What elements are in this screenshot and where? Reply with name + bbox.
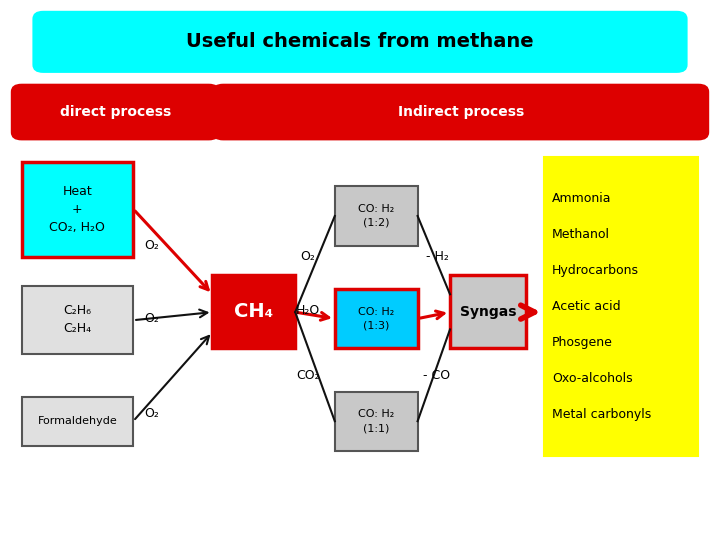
Text: Ammonia

Methanol

Hydrocarbons

Acetic acid

Phosgene

Oxo-alcohols

Metal carb: Ammonia Methanol Hydrocarbons Acetic aci… (552, 192, 652, 421)
Text: direct process: direct process (60, 105, 171, 119)
Text: CH₄: CH₄ (234, 302, 274, 321)
FancyBboxPatch shape (544, 157, 698, 456)
Text: Indirect process: Indirect process (397, 105, 524, 119)
Text: Useful chemicals from methane: Useful chemicals from methane (186, 32, 534, 51)
Text: C₂H₆
C₂H₄: C₂H₆ C₂H₄ (63, 305, 91, 335)
FancyBboxPatch shape (212, 84, 709, 140)
FancyBboxPatch shape (212, 275, 295, 348)
FancyBboxPatch shape (335, 289, 418, 348)
Text: O₂: O₂ (301, 250, 315, 263)
FancyBboxPatch shape (450, 275, 526, 348)
Text: O₂: O₂ (144, 312, 158, 325)
Text: Formaldehyde: Formaldehyde (37, 416, 117, 426)
FancyBboxPatch shape (32, 11, 688, 73)
Text: CO: H₂
(1:3): CO: H₂ (1:3) (358, 307, 395, 330)
Text: Syngas: Syngas (459, 305, 516, 319)
Text: - H₂: - H₂ (426, 250, 449, 263)
FancyBboxPatch shape (22, 397, 133, 445)
Text: O₂: O₂ (144, 407, 158, 420)
Text: O₂: O₂ (144, 239, 158, 252)
Text: CO: H₂
(1:1): CO: H₂ (1:1) (358, 409, 395, 433)
Text: Heat
+
CO₂, H₂O: Heat + CO₂, H₂O (50, 185, 105, 234)
Text: CO₂: CO₂ (297, 369, 320, 382)
Text: CO: H₂
(1:2): CO: H₂ (1:2) (358, 204, 395, 228)
FancyBboxPatch shape (335, 186, 418, 246)
FancyBboxPatch shape (11, 84, 220, 140)
FancyBboxPatch shape (335, 392, 418, 451)
Text: H₂O: H₂O (296, 304, 320, 317)
Text: - CO: - CO (423, 369, 451, 382)
FancyBboxPatch shape (22, 286, 133, 354)
FancyBboxPatch shape (22, 162, 133, 256)
